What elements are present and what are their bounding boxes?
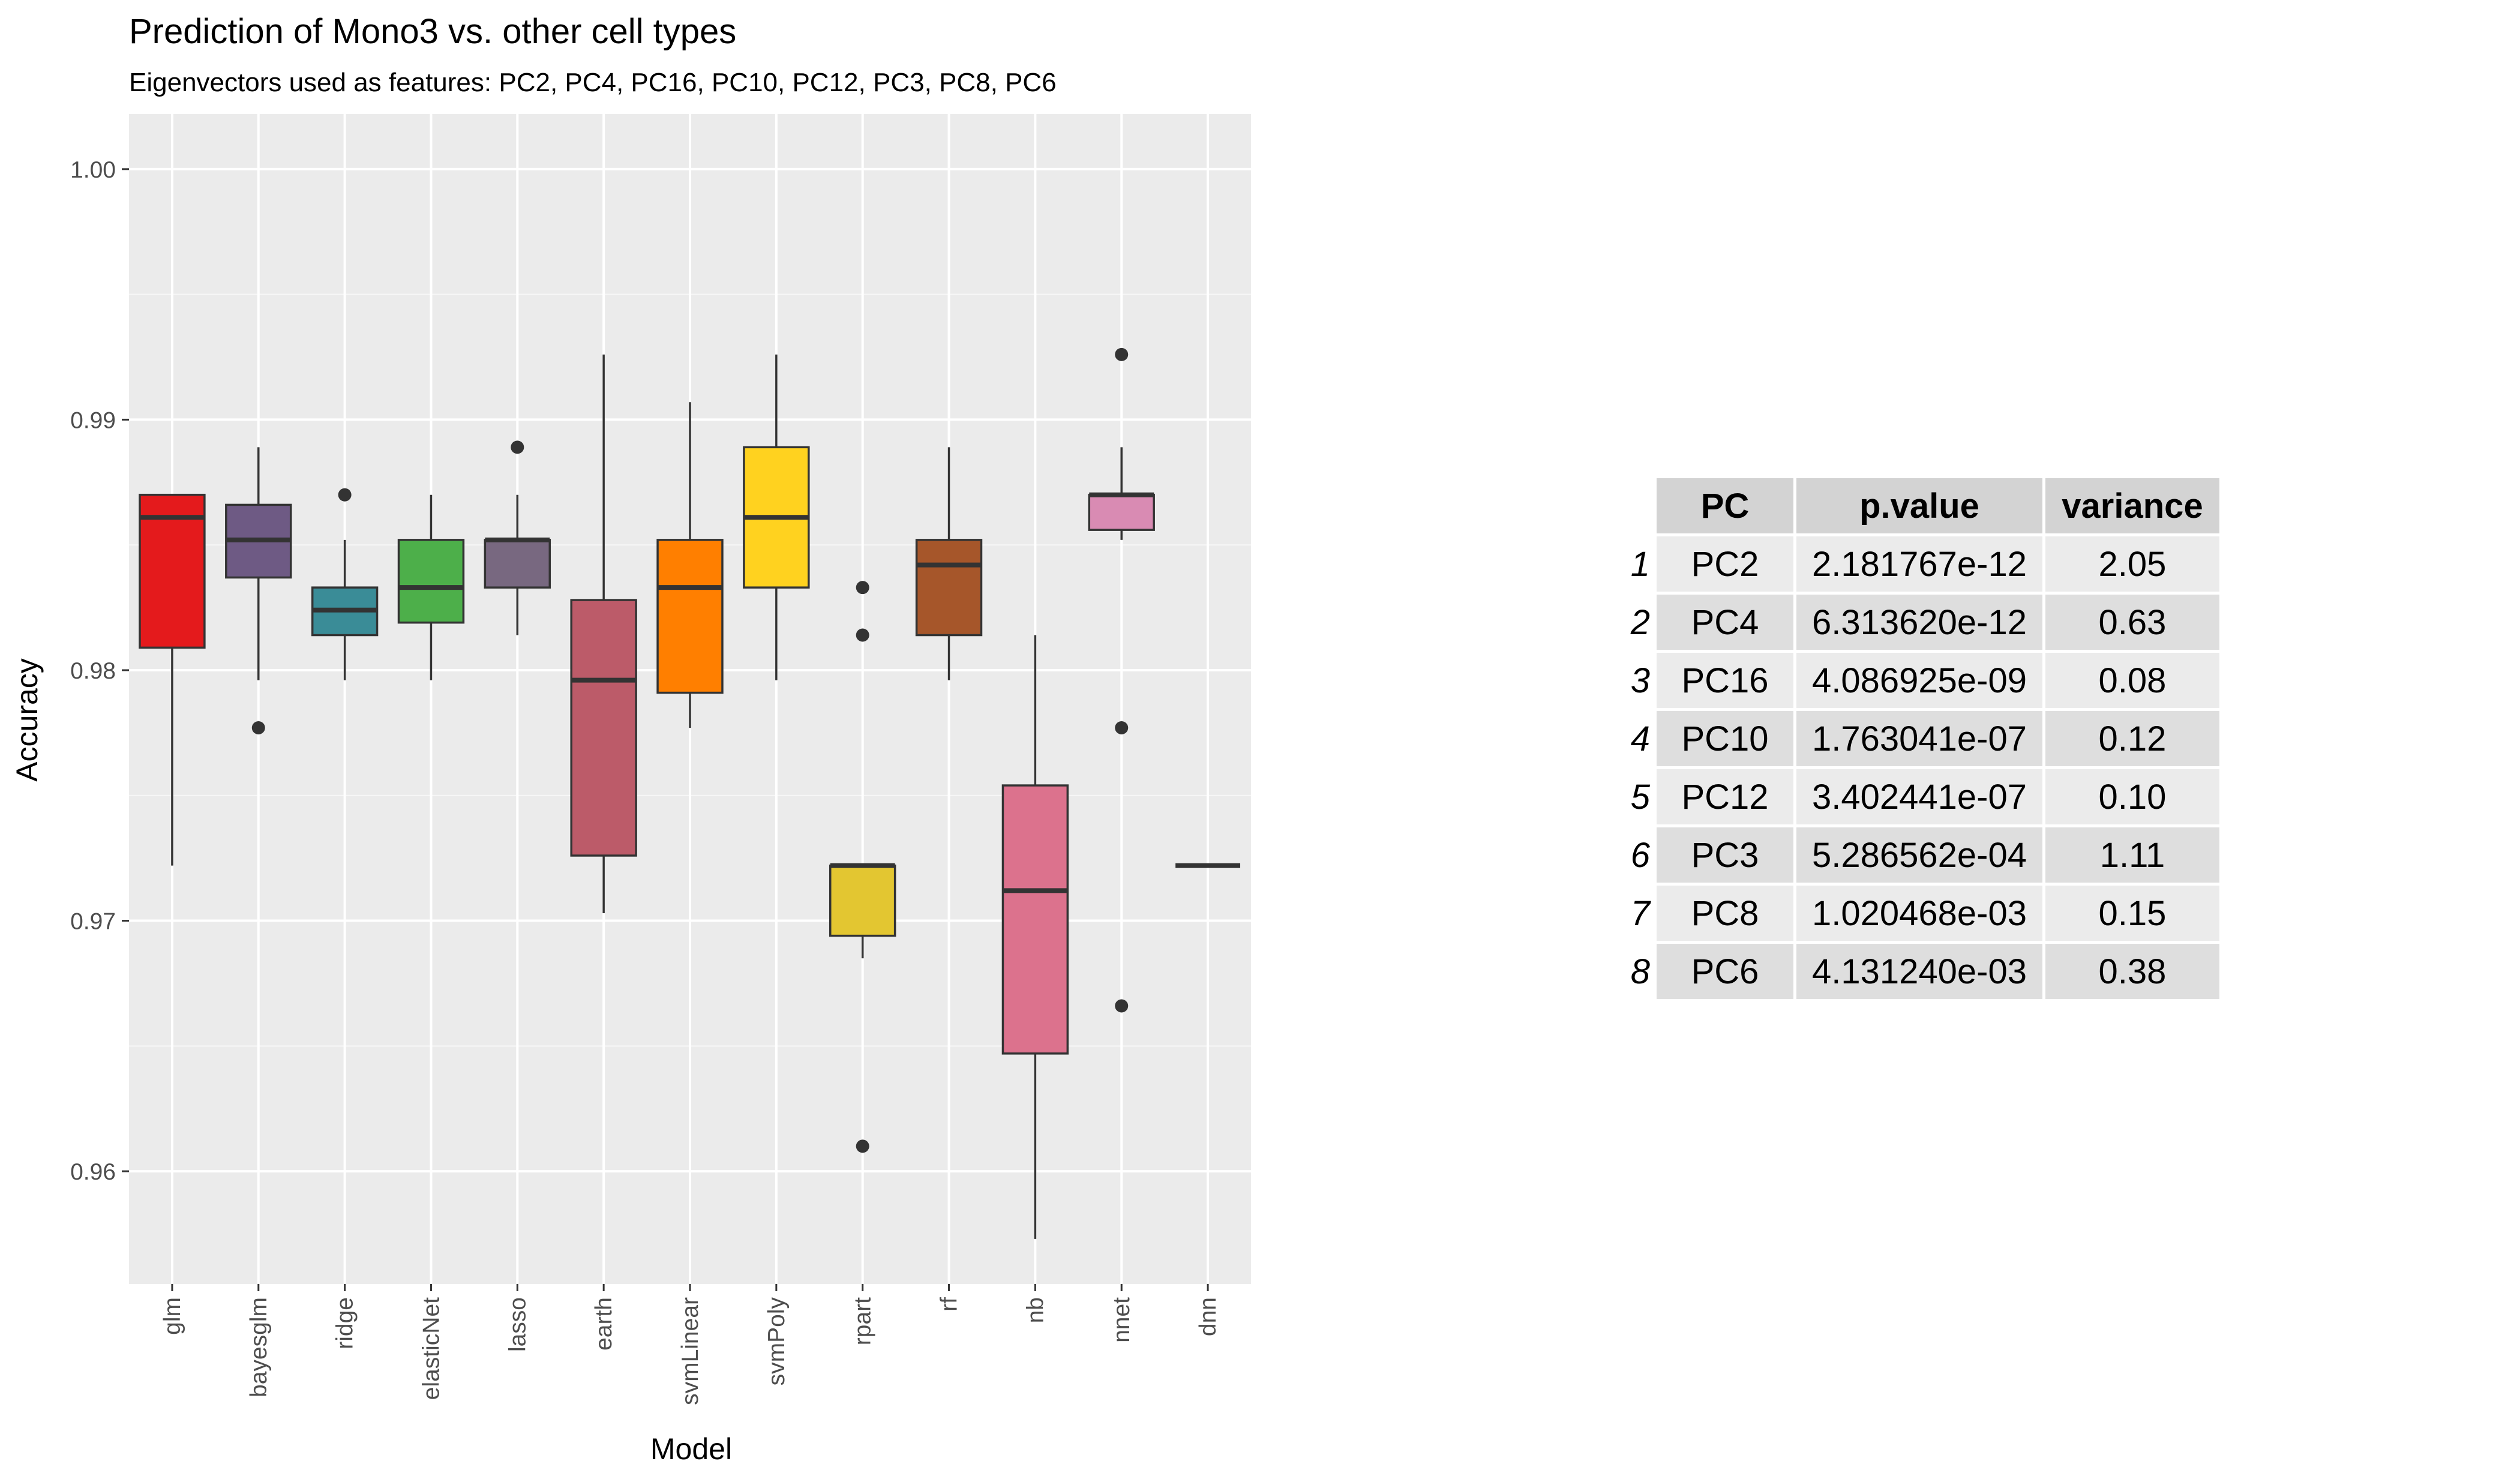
x-tick-label: bayesglm — [246, 1297, 272, 1397]
accuracy-boxplot: Prediction of Mono3 vs. other cell types… — [10, 12, 1251, 1466]
table-row-number: 2 — [1630, 602, 1650, 642]
table-cell-pc: PC8 — [1657, 886, 1793, 941]
box-elasticNet — [397, 494, 465, 680]
table-cell-pc: PC16 — [1657, 653, 1793, 708]
x-axis-label: Model — [650, 1432, 732, 1466]
table-row-number: 6 — [1630, 835, 1650, 875]
box-body — [570, 599, 637, 857]
table-cell-pc: PC10 — [1657, 711, 1793, 766]
x-tick-label: svmLinear — [677, 1297, 703, 1405]
x-tick-label: svmPoly — [764, 1297, 790, 1386]
table-cell-pvalue: 6.313620e-12 — [1796, 595, 2042, 650]
box-rpart — [829, 581, 896, 1153]
table-corner — [1620, 478, 1654, 533]
box-body — [915, 539, 983, 637]
box-body — [829, 864, 896, 937]
table-cell-pvalue: 1.763041e-07 — [1796, 711, 2042, 766]
table-header-pc: PC — [1657, 478, 1793, 533]
outlier-point — [251, 721, 265, 735]
outlier-point — [1115, 347, 1129, 361]
x-tick-label: dnn — [1195, 1297, 1221, 1336]
box-earth — [570, 354, 637, 914]
x-tick-label: rf — [937, 1297, 962, 1312]
box-body — [397, 539, 465, 624]
y-axis-label: Accuracy — [10, 658, 44, 782]
x-tick-label: ridge — [332, 1297, 358, 1349]
table-cell-pvalue: 2.181767e-12 — [1796, 536, 2042, 592]
box-svmPoly — [743, 354, 810, 680]
x-tick-label: rpart — [850, 1297, 876, 1345]
y-tick-label: 0.96 — [70, 1159, 116, 1185]
outlier-point — [338, 488, 352, 502]
table-cell-variance: 0.15 — [2045, 886, 2219, 941]
table-cell-pvalue: 3.402441e-07 — [1796, 769, 2042, 824]
x-tick-label: elasticNet — [418, 1297, 444, 1400]
outlier-point — [1115, 721, 1129, 735]
table-row-number: 1 — [1630, 544, 1650, 584]
box-svmLinear — [656, 402, 724, 728]
x-tick-label: lasso — [505, 1297, 530, 1352]
table-cell-pc: PC6 — [1657, 944, 1793, 999]
table-cell-variance: 0.10 — [2045, 769, 2219, 824]
table-row-number: 5 — [1630, 777, 1650, 817]
table-cell-pc: PC12 — [1657, 769, 1793, 824]
box-nnet — [1088, 347, 1155, 1013]
table-header-pvalue: p.value — [1796, 478, 2042, 533]
box-ridge — [311, 488, 379, 680]
y-tick-label: 0.97 — [70, 909, 116, 935]
table-row: 3 PC16 4.086925e-09 0.08 — [1620, 653, 2219, 708]
table-cell-pvalue: 5.286562e-04 — [1796, 827, 2042, 883]
table-cell-variance: 0.38 — [2045, 944, 2219, 999]
outlier-point — [856, 628, 869, 642]
table-cell-pc: PC2 — [1657, 536, 1793, 592]
box-rf — [915, 447, 983, 680]
box-glm — [139, 493, 206, 866]
outlier-point — [856, 1139, 869, 1153]
x-tick-label: earth — [591, 1297, 617, 1351]
y-tick-label: 1.00 — [70, 157, 116, 183]
box-body — [484, 539, 551, 589]
table-row-number: 3 — [1630, 661, 1650, 700]
box-body — [139, 493, 206, 649]
table-row: 8 PC6 4.131240e-03 0.38 — [1620, 944, 2219, 999]
outlier-point — [856, 581, 869, 595]
table-row-number: 7 — [1630, 893, 1650, 933]
x-tick-label: nb — [1022, 1297, 1048, 1323]
table-row: 4 PC10 1.763041e-07 0.12 — [1620, 711, 2219, 766]
table-cell-pvalue: 4.086925e-09 — [1796, 653, 2042, 708]
table-cell-pc: PC3 — [1657, 827, 1793, 883]
table-cell-variance: 0.63 — [2045, 595, 2219, 650]
table-row-number: 4 — [1630, 719, 1650, 758]
table-cell-variance: 1.11 — [2045, 827, 2219, 883]
pc-table: PC p.value variance 1 PC2 2.181767e-12 2.05… — [1617, 475, 2222, 1002]
table-cell-pc: PC4 — [1657, 595, 1793, 650]
table-row: 2 PC4 6.313620e-12 0.63 — [1620, 595, 2219, 650]
table-row: 6 PC3 5.286562e-04 1.11 — [1620, 827, 2219, 883]
y-tick-label: 0.98 — [70, 658, 116, 684]
table-row-number: 8 — [1630, 952, 1650, 991]
table-cell-variance: 0.08 — [2045, 653, 2219, 708]
table-cell-variance: 2.05 — [2045, 536, 2219, 592]
box-bayesglm — [225, 447, 292, 735]
box-lasso — [484, 440, 551, 635]
table-header-variance: variance — [2045, 478, 2219, 533]
chart-subtitle: Eigenvectors used as features: PC2, PC4,… — [129, 68, 1057, 97]
outlier-point — [511, 440, 524, 454]
box-nb — [1001, 635, 1069, 1239]
table-cell-variance: 0.12 — [2045, 711, 2219, 766]
table-row: 1 PC2 2.181767e-12 2.05 — [1620, 536, 2219, 592]
y-tick-label: 0.99 — [70, 407, 116, 433]
outlier-point — [1115, 999, 1129, 1013]
x-tick-label: glm — [160, 1297, 185, 1335]
table-row: 7 PC8 1.020468e-03 0.15 — [1620, 886, 2219, 941]
table-cell-pvalue: 4.131240e-03 — [1796, 944, 2042, 999]
box-body — [1001, 784, 1069, 1055]
table-header-row: PC p.value variance — [1620, 478, 2219, 533]
x-tick-label: nnet — [1109, 1297, 1135, 1343]
box-body — [1088, 493, 1155, 531]
box-body — [656, 539, 724, 694]
table-row: 5 PC12 3.402441e-07 0.10 — [1620, 769, 2219, 824]
chart-title: Prediction of Mono3 vs. other cell types — [129, 12, 736, 51]
table-cell-pvalue: 1.020468e-03 — [1796, 886, 2042, 941]
